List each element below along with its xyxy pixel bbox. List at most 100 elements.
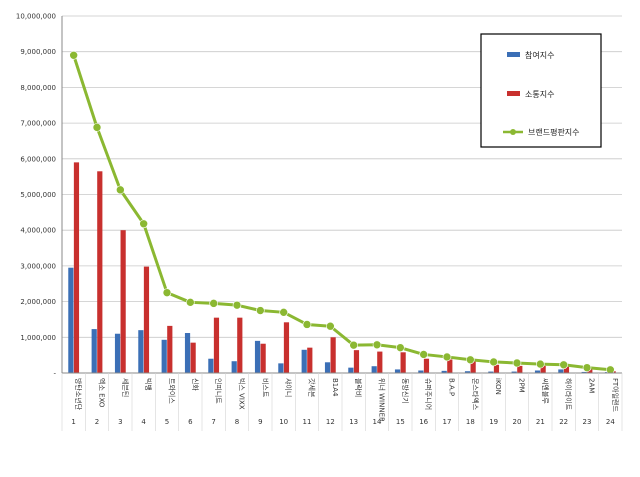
bar-participation (91, 329, 97, 373)
category-label: 슈퍼주니어 (424, 378, 433, 410)
line-point-brand (256, 306, 265, 315)
line-point-brand (559, 360, 568, 370)
bar-communication (563, 366, 570, 373)
bar-communication (97, 171, 103, 373)
bar-communication (120, 230, 126, 373)
bar-participation (184, 333, 191, 373)
bar-participation (394, 369, 401, 373)
legend-label-brand: 브랜드평판지수 (528, 127, 580, 137)
line-point-brand (419, 350, 428, 359)
category-label: 빅뱅 (144, 378, 153, 391)
line-point-brand (186, 298, 195, 307)
bar-participation (511, 371, 517, 373)
category-index: 20 (513, 418, 522, 426)
y-tick-label: 6,000,000 (20, 155, 56, 163)
bar-participation (534, 370, 541, 373)
bar-participation (558, 369, 564, 373)
bar-communication (400, 352, 406, 373)
y-tick-label: 1,000,000 (20, 334, 56, 342)
category-label: 2AM (588, 378, 596, 393)
bar-participation (138, 330, 144, 373)
bar-participation (231, 361, 237, 373)
category-label: 비스트 (261, 378, 270, 398)
legend-label-participation: 참여지수 (525, 50, 554, 60)
bar-communication (470, 361, 476, 373)
category-label: FT아일랜드 (611, 378, 620, 412)
line-point-brand (279, 308, 288, 317)
line-point-brand (162, 288, 172, 297)
line-point-brand (69, 50, 78, 60)
y-tick-label: 2,000,000 (20, 298, 56, 306)
y-tick-label: 9,000,000 (20, 48, 56, 56)
category-index: 4 (141, 418, 146, 426)
category-label: 갓세븐 (308, 378, 317, 398)
category-label: 빅스 VIXX (238, 378, 247, 410)
category-index: 12 (326, 418, 335, 426)
bar-participation (68, 267, 74, 373)
line-point-brand (326, 321, 335, 331)
bar-communication (73, 162, 80, 373)
bar-participation (581, 371, 587, 373)
category-label: iKON (494, 378, 502, 395)
bar-communication (423, 358, 430, 373)
category-index: 11 (303, 418, 312, 426)
bar-communication (540, 365, 546, 373)
bar-communication (167, 325, 173, 373)
line-point-brand (139, 219, 148, 229)
line-point-brand (209, 299, 218, 308)
line-point-brand (372, 340, 382, 350)
bar-participation (161, 339, 167, 373)
bar-communication (377, 351, 383, 373)
bar-communication (353, 350, 360, 373)
legend: 참여지수 소통지수 브랜드평판지수 (480, 33, 602, 148)
category-label: 2PM (518, 378, 526, 393)
category-label: 하이라이트 (564, 378, 573, 411)
category-index: 24 (606, 418, 615, 426)
line-point-brand (116, 185, 125, 195)
y-tick-label: 7,000,000 (20, 120, 56, 128)
line-point-brand (466, 355, 475, 365)
category-index: 18 (466, 418, 475, 426)
bar-communication (517, 365, 523, 373)
bar-communication (447, 359, 453, 373)
category-index: 5 (165, 418, 169, 426)
legend-label-communication: 소통지수 (525, 90, 554, 99)
category-index: 21 (536, 418, 545, 426)
bar-communication (330, 337, 336, 373)
category-index: 23 (583, 418, 592, 426)
y-tick-label: 10,000,000 (16, 13, 56, 21)
bar-communication (190, 342, 196, 373)
bar-communication (587, 369, 593, 373)
legend-swatch-communication (507, 91, 520, 96)
legend-marker-brand (510, 129, 516, 135)
bar-participation (254, 340, 261, 373)
bar-communication (260, 343, 266, 373)
y-tick-label: 3,000,000 (20, 262, 56, 270)
y-tick-label: - (53, 370, 56, 378)
bar-participation (278, 363, 284, 373)
line-point-brand (582, 363, 592, 372)
line-point-brand (489, 357, 498, 367)
bar-communication (143, 266, 150, 373)
bars (68, 162, 616, 373)
category-index: 14 (373, 418, 382, 426)
category-label: 인피니트 (214, 378, 223, 404)
bar-participation (324, 362, 331, 373)
bar-participation (488, 371, 494, 373)
y-tick-label: 5,000,000 (20, 191, 56, 199)
category-index: 19 (489, 418, 498, 426)
bar-communication (493, 364, 500, 373)
bar-communication (307, 347, 313, 373)
category-label: 블락비 (354, 378, 363, 397)
category-label: B1A4 (331, 378, 339, 397)
line-point-brand (396, 343, 405, 352)
bar-participation (464, 371, 471, 373)
category-label: 샤이니 (284, 378, 293, 397)
line-point-brand (512, 358, 522, 368)
category-index: 13 (349, 418, 358, 426)
category-index: 9 (258, 418, 262, 426)
axes: - 1,000,000 2,000,000 3,000,000 4,000,000 5,0… (16, 13, 623, 431)
y-tick-label: 4,000,000 (20, 227, 56, 235)
bar-communication (237, 317, 243, 373)
